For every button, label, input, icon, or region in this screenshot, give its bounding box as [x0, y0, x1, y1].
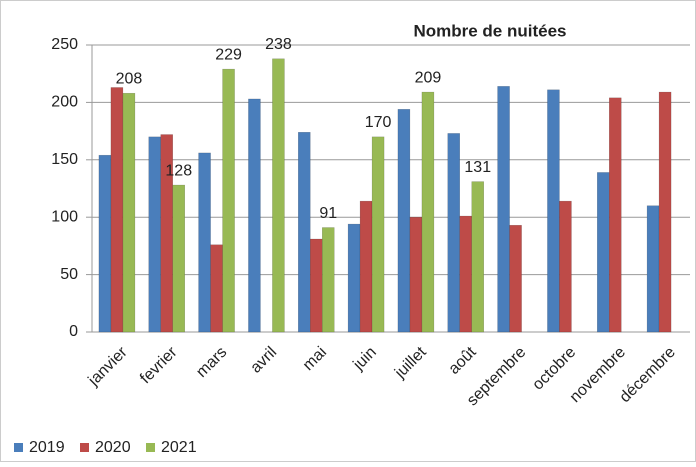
bar [248, 98, 261, 333]
bar [421, 91, 435, 333]
bar [298, 131, 311, 333]
bar [509, 224, 522, 333]
bar [222, 68, 235, 333]
legend-swatch [80, 443, 89, 452]
bar [322, 227, 335, 333]
bar [597, 172, 610, 333]
data-label: 170 [365, 114, 392, 131]
bar [471, 181, 484, 333]
chart-title: Nombre de nuitées [413, 21, 566, 40]
bar [658, 91, 672, 333]
bar [110, 87, 124, 333]
bar [559, 200, 572, 333]
bar [397, 109, 411, 333]
bar [359, 200, 373, 333]
bar [310, 238, 323, 333]
data-label: 229 [215, 46, 242, 63]
data-label: 91 [319, 205, 337, 222]
bar [409, 216, 423, 333]
legend-label: 2021 [161, 439, 197, 456]
data-label: 238 [265, 36, 292, 53]
data-label: 131 [464, 159, 491, 176]
legend-label: 2020 [95, 439, 131, 456]
bar [272, 58, 285, 333]
bar [98, 154, 112, 333]
bar [347, 223, 361, 333]
legend-swatch [146, 443, 155, 452]
legend-label: 2019 [29, 439, 65, 456]
bar [497, 86, 510, 333]
data-label: 208 [116, 70, 143, 87]
data-label: 128 [165, 162, 192, 179]
bar [198, 152, 211, 333]
bar [122, 92, 136, 333]
bar [609, 97, 622, 333]
data-label: 209 [415, 69, 442, 86]
bar [646, 205, 660, 333]
bar [371, 136, 385, 333]
y-tick-label: 150 [51, 151, 78, 168]
bar [547, 89, 560, 333]
y-tick-label: 0 [69, 323, 78, 340]
bar [172, 184, 185, 333]
bar [447, 133, 460, 333]
y-tick-label: 250 [51, 36, 78, 53]
legend-swatch [14, 443, 23, 452]
bar [148, 136, 161, 333]
bar [459, 215, 472, 333]
y-tick-label: 200 [51, 94, 78, 111]
y-tick-label: 50 [60, 266, 78, 283]
y-tick-label: 100 [51, 208, 78, 225]
bar [210, 244, 223, 333]
